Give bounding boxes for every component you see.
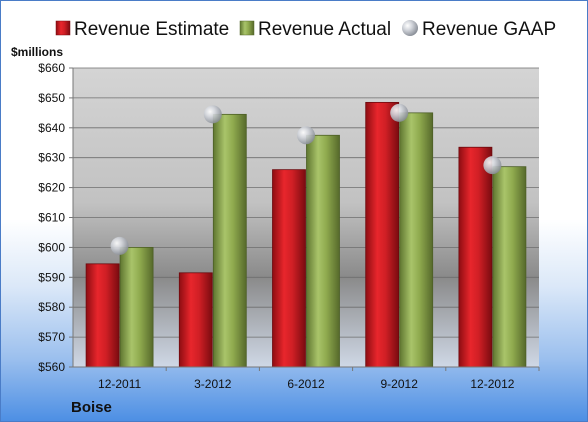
legend-marker-revenue-gaap (402, 20, 418, 36)
y-tick-label: $600 (38, 240, 65, 254)
y-tick-label: $610 (38, 211, 65, 225)
bars (85, 101, 527, 368)
x-axis-ticks: 12-2011 3-2012 6-2012 9-2012 12-2012 (98, 367, 540, 391)
y-tick-label: $630 (38, 151, 65, 165)
bar-revenue-actual (306, 134, 340, 368)
bar-revenue-estimate (458, 146, 493, 368)
gaap-markers (110, 103, 502, 255)
marker-revenue-gaap (390, 103, 409, 122)
y-tick-label: $590 (38, 270, 65, 284)
x-tick-label: 9-2012 (381, 377, 419, 391)
bar-revenue-estimate (272, 169, 306, 368)
bar-revenue-actual (119, 246, 154, 368)
legend-label-revenue-estimate: Revenue Estimate (74, 19, 229, 40)
marker-revenue-gaap (297, 126, 315, 145)
company-name: Boise (71, 399, 112, 416)
marker-revenue-gaap (483, 156, 502, 175)
legend-swatch-revenue-estimate (55, 20, 71, 36)
legend-label-revenue-gaap: Revenue GAAP (422, 19, 556, 40)
y-axis-ticks: $560 $570 $580 $590 $600 $610 $620 $630 $640 $650… (38, 61, 73, 374)
y-axis-unit-label: $millions (11, 45, 63, 59)
bar-revenue-actual (399, 112, 434, 368)
legend-swatch-revenue-actual (239, 20, 255, 36)
bar-revenue-estimate (365, 101, 400, 368)
y-tick-label: $640 (38, 121, 65, 135)
y-tick-label: $620 (38, 181, 65, 195)
y-tick-label: $580 (38, 300, 65, 314)
bar-revenue-actual (212, 113, 247, 368)
y-tick-label: $650 (38, 91, 65, 105)
x-tick-label: 6-2012 (287, 377, 325, 391)
x-tick-label: 3-2012 (194, 377, 232, 391)
x-tick-label: 12-2011 (98, 377, 141, 391)
x-tick-label: 12-2012 (470, 377, 514, 391)
bar-revenue-estimate (178, 272, 213, 368)
marker-revenue-gaap (203, 105, 222, 124)
marker-revenue-gaap (110, 236, 129, 255)
bar-revenue-actual (492, 166, 527, 368)
y-tick-label: $660 (38, 61, 65, 75)
bar-revenue-estimate (85, 263, 120, 368)
y-tick-label: $570 (38, 330, 65, 344)
y-tick-label: $560 (38, 360, 65, 374)
legend: Revenue Estimate Revenue Actual Revenue … (55, 19, 556, 40)
legend-label-revenue-actual: Revenue Actual (258, 19, 391, 40)
